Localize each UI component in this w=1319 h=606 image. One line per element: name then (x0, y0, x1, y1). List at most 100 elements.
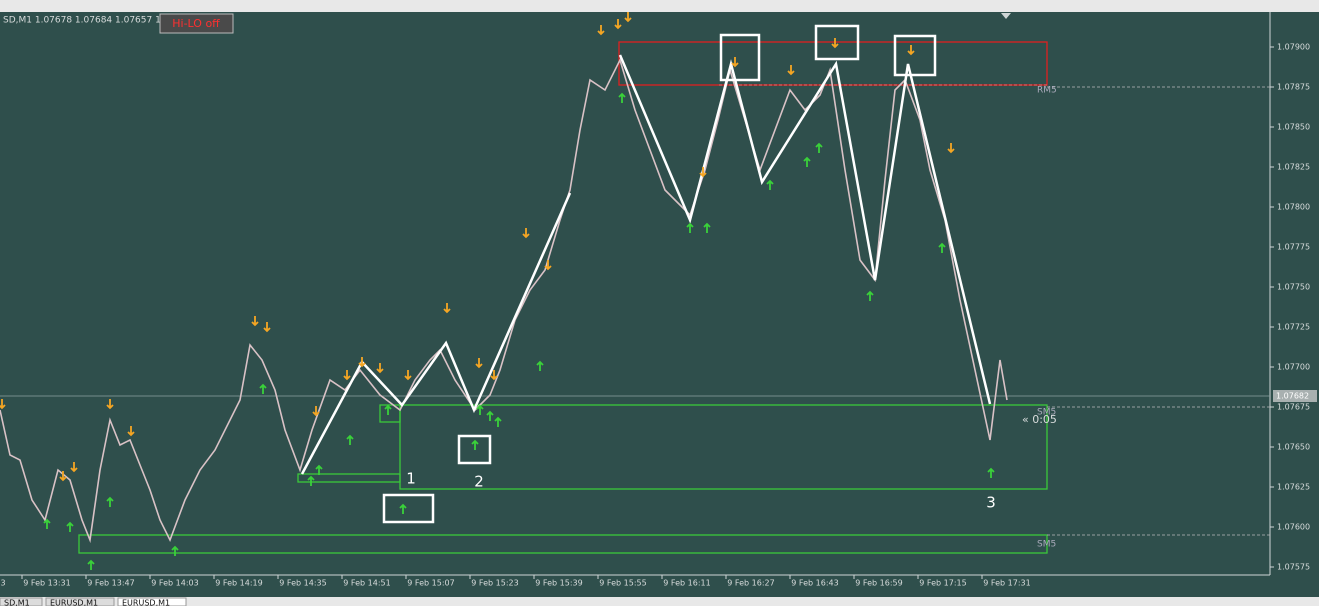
signal-down (106, 399, 114, 410)
signal-down (787, 65, 795, 76)
signal-up (476, 404, 484, 415)
bar-timer: « 0:05 (1022, 413, 1057, 426)
price-label: 1.07725 (1277, 323, 1310, 332)
chart-tab-label[interactable]: SD,M1 (4, 599, 30, 606)
signal-up (815, 142, 823, 153)
highlight-box (814, 24, 860, 61)
signal-down (343, 370, 351, 381)
price-label: 1.07825 (1277, 163, 1310, 172)
toolbar (0, 0, 1319, 12)
time-label: 9 Feb 14:35 (279, 579, 326, 588)
price-label: 1.07600 (1277, 523, 1310, 532)
price-label: 1.07875 (1277, 83, 1310, 92)
support-zone-tiny (379, 404, 401, 423)
signal-up (307, 475, 315, 486)
annotation: 3 (986, 494, 996, 512)
signal-down (443, 303, 451, 314)
signal-up (486, 410, 494, 421)
signal-down (475, 358, 483, 369)
signal-up (987, 467, 995, 478)
time-label: 9 Feb 15:23 (471, 579, 518, 588)
signal-down (0, 399, 6, 410)
signal-down (522, 228, 530, 239)
chart-tab-label[interactable]: EURUSD,M1 (122, 599, 170, 606)
highlight-box (457, 434, 492, 465)
chart-tab[interactable] (0, 597, 43, 606)
time-label: 9 Feb 15:55 (599, 579, 646, 588)
support-zone-lower (78, 534, 1048, 554)
current-price-box (1273, 390, 1317, 402)
shift-marker (1001, 13, 1011, 19)
level-label: SM5 (1037, 408, 1056, 418)
signal-down (251, 316, 259, 327)
signal-down (699, 167, 707, 178)
zigzag-lower (300, 192, 572, 475)
signal-down (263, 322, 271, 333)
signal-down (490, 370, 498, 381)
time-label: 3 (0, 579, 5, 588)
chart-tab[interactable] (45, 597, 115, 606)
signal-down (376, 363, 384, 374)
price-label: 1.07575 (1277, 563, 1310, 572)
signal-up (471, 439, 479, 450)
signal-up (346, 434, 354, 445)
time-label: 9 Feb 17:15 (919, 579, 966, 588)
signal-down (731, 57, 739, 68)
signal-down (947, 143, 955, 154)
chart-tab-label[interactable]: EURUSD,M1 (50, 599, 98, 606)
price-label: 1.07650 (1277, 443, 1310, 452)
tab-bar (0, 597, 1319, 606)
time-label: 9 Feb 16:27 (727, 579, 774, 588)
time-label: 9 Feb 14:03 (151, 579, 198, 588)
price-label: 1.07675 (1277, 403, 1310, 412)
annotation: 1 (406, 470, 416, 488)
highlight-box (719, 33, 761, 82)
signal-down (70, 462, 78, 473)
signal-up (494, 416, 502, 427)
signal-up (384, 404, 392, 415)
signal-up (87, 559, 95, 570)
signal-up (66, 521, 74, 532)
price-label: 1.07900 (1277, 43, 1310, 52)
signal-up (766, 179, 774, 190)
signal-up (803, 156, 811, 167)
level-label: RM5 (1037, 86, 1057, 96)
signal-up (315, 464, 323, 475)
hilo-button-label[interactable]: Hi-LO off (172, 17, 220, 30)
signal-down (831, 38, 839, 49)
current-price: 1.07682 (1276, 392, 1309, 401)
time-label: 9 Feb 15:07 (407, 579, 454, 588)
signal-down (127, 426, 135, 437)
signal-up (938, 242, 946, 253)
time-label: 9 Feb 16:59 (855, 579, 902, 588)
signal-up (171, 545, 179, 556)
signal-up (399, 503, 407, 514)
signal-up (536, 360, 544, 371)
signal-down (907, 45, 915, 56)
price-label: 1.07850 (1277, 123, 1310, 132)
signal-down (312, 406, 320, 417)
time-label: 9 Feb 16:43 (791, 579, 838, 588)
signal-up (106, 496, 114, 507)
price-label: 1.07700 (1277, 363, 1310, 372)
time-label: 9 Feb 17:31 (983, 579, 1030, 588)
support-zone-small (297, 473, 401, 483)
signal-down (59, 471, 67, 482)
highlight-box (893, 34, 937, 77)
signal-down (614, 19, 622, 30)
price-label: 1.07625 (1277, 483, 1310, 492)
signal-down (358, 357, 366, 368)
chart-tab[interactable] (117, 597, 187, 606)
signal-up (703, 222, 711, 233)
time-label: 9 Feb 15:39 (535, 579, 582, 588)
annotation: 2 (474, 473, 484, 491)
signal-up (686, 222, 694, 233)
support-zone-upper (399, 404, 1048, 490)
level-label: SM5 (1037, 540, 1056, 550)
signal-down (624, 12, 632, 23)
time-label: 9 Feb 16:11 (663, 579, 710, 588)
hilo-button[interactable] (159, 13, 234, 34)
signal-up (43, 518, 51, 529)
highlight-box (382, 493, 435, 524)
